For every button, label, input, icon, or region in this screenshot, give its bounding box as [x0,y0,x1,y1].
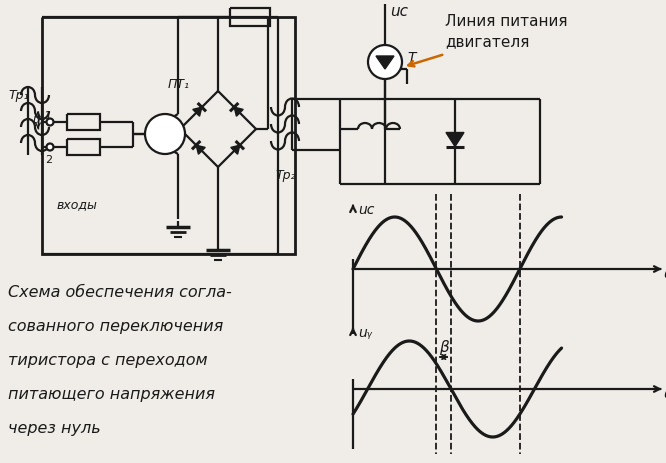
Text: uᵧ: uᵧ [32,113,45,126]
Text: сованного переключения: сованного переключения [8,319,223,333]
Circle shape [47,119,53,126]
Text: uᴄ: uᴄ [358,202,374,217]
Polygon shape [192,108,202,117]
Text: 1: 1 [45,111,52,121]
Circle shape [145,115,185,155]
Text: uᴄ: uᴄ [390,5,408,19]
Text: 2: 2 [45,155,52,165]
Text: тиристора с переходом: тиристора с переходом [8,352,208,367]
Text: двигателя: двигателя [445,34,529,50]
Text: uᵧ: uᵧ [358,325,372,339]
Polygon shape [376,57,394,70]
Text: T: T [407,51,416,65]
Circle shape [368,46,402,80]
Text: Tр₂: Tр₂ [275,168,296,181]
Text: β: β [439,340,449,355]
Text: Схема обеспечения согла-: Схема обеспечения согла- [8,284,232,300]
Polygon shape [234,108,243,117]
Text: ПT₁: ПT₁ [168,78,190,91]
Text: ωt: ωt [664,266,666,281]
Circle shape [47,144,53,151]
Text: через нуль: через нуль [8,420,101,435]
Text: входы: входы [57,198,98,211]
Text: Линия питания: Линия питания [445,14,567,30]
Text: Tр₁: Tр₁ [8,88,29,101]
Polygon shape [196,146,205,155]
Polygon shape [231,146,240,155]
Polygon shape [446,133,464,147]
Text: ωt: ωt [664,386,666,400]
Text: питающего напряжения: питающего напряжения [8,386,215,401]
